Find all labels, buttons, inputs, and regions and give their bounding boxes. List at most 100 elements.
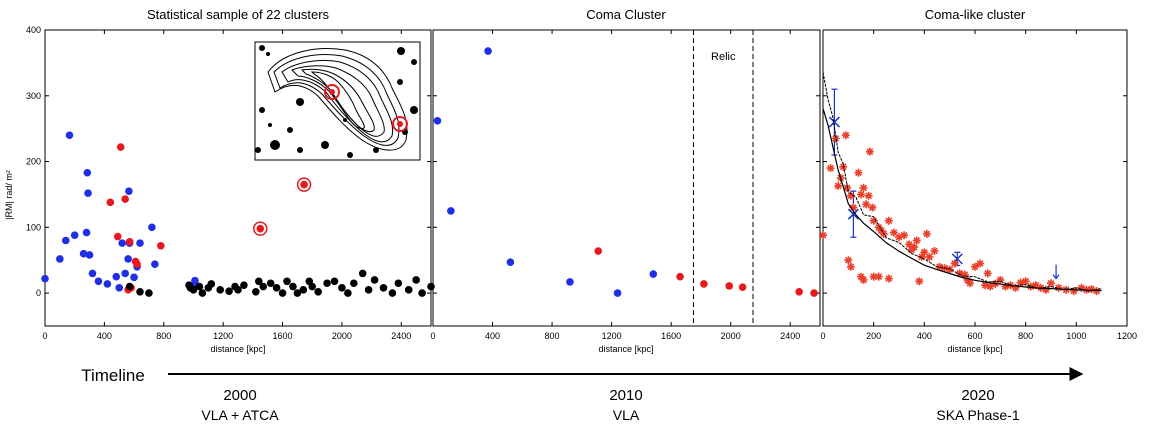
blue-point [79, 249, 88, 258]
x-tick-label: 0 [430, 331, 435, 341]
black-point [404, 286, 413, 294]
x-tick-label: 0 [820, 331, 825, 341]
red-star-point [841, 131, 850, 140]
red-star-point [945, 265, 954, 274]
red-point [125, 238, 134, 246]
black-point [350, 279, 358, 288]
black-point [195, 282, 204, 291]
panel-3-x-axis-label: distance [kpc] [947, 344, 1002, 354]
red-point [676, 272, 684, 281]
blue-point [103, 280, 112, 288]
blue-point [85, 251, 94, 259]
black-point [418, 289, 426, 297]
panel-1-title: Statistical sample of 22 clusters [147, 7, 330, 22]
y-tick-label: 400 [26, 25, 41, 35]
x-tick-label: 0 [42, 331, 47, 341]
blue-point [56, 255, 64, 263]
x-tick-label: 2000 [332, 331, 352, 341]
black-point [379, 284, 388, 292]
red-star-point [922, 229, 931, 238]
black-point [388, 289, 397, 297]
red-star-point [915, 277, 924, 286]
x-tick-label: 200 [866, 331, 881, 341]
relic-label: Relic [711, 51, 736, 63]
x-tick-label: 1600 [661, 331, 681, 341]
red-star-point [844, 256, 853, 265]
blue-point [130, 273, 138, 282]
inset-contour-map [254, 41, 421, 161]
red-star-point [889, 228, 898, 237]
black-point [338, 284, 346, 292]
blue-point [65, 131, 74, 140]
black-point [272, 284, 281, 292]
red-star-point [854, 168, 863, 177]
red-star-point [912, 236, 921, 245]
blue-point [566, 278, 574, 286]
blue-point [148, 223, 156, 232]
blue-point [88, 269, 97, 278]
upper-limit-arrow [1052, 264, 1060, 280]
red-star-point [900, 231, 909, 240]
blue-point [61, 236, 70, 245]
red-star-point [862, 200, 871, 209]
red-star-point [859, 183, 868, 192]
blue-point [115, 284, 124, 292]
red-star-point [843, 183, 852, 192]
blue-point [94, 277, 103, 286]
red-star-point [965, 279, 974, 288]
black-point [314, 287, 322, 296]
black-point [293, 289, 302, 297]
y-tick-label: 0 [36, 288, 41, 298]
red-star-point [950, 259, 959, 268]
black-point [427, 282, 435, 291]
black-point [259, 282, 268, 291]
black-point [344, 289, 352, 297]
blue-point [484, 47, 492, 55]
black-point [358, 269, 367, 278]
blue-point [433, 116, 442, 125]
blue-point [83, 168, 92, 177]
red-star-point [859, 275, 868, 284]
panel-1-x-axis-label: distance [kpc] [210, 344, 265, 354]
circled-red-point [253, 221, 268, 236]
black-point [216, 286, 224, 294]
black-point [323, 279, 331, 288]
red-point [113, 232, 122, 241]
x-tick-label: 400 [917, 331, 932, 341]
blue-point [41, 274, 49, 283]
red-point [594, 247, 603, 255]
era-instrument-2000: VLA + ATCA [201, 407, 279, 423]
blue-point [506, 258, 515, 266]
panel-3-title: Coma-like cluster [925, 7, 1026, 22]
red-point [106, 198, 115, 207]
era-instrument-2010: VLA [613, 407, 640, 423]
blue-point [447, 207, 455, 215]
red-star-point [865, 147, 874, 156]
panel-2-x-axis-label: distance [kpc] [598, 344, 653, 354]
red-point [810, 289, 818, 297]
black-point [207, 280, 216, 288]
black-point [308, 282, 317, 291]
red-point [700, 280, 708, 288]
errorbar-point [828, 88, 840, 156]
black-point [283, 277, 291, 286]
circled-red-point [296, 177, 312, 192]
timeline-label: Timeline [81, 366, 145, 385]
red-star-point [983, 269, 992, 278]
x-tick-label: 2400 [780, 331, 800, 341]
x-tick-label: 1200 [602, 331, 622, 341]
black-point [125, 282, 134, 291]
black-point [364, 286, 373, 294]
blue-point [84, 189, 92, 197]
black-point [289, 282, 297, 291]
red-star-point [1054, 283, 1063, 292]
red-point [725, 282, 734, 290]
black-point [136, 287, 144, 296]
red-star-point [1021, 277, 1030, 286]
x-tick-label: 2000 [721, 331, 741, 341]
model-curve [822, 72, 1102, 292]
blue-point [112, 272, 121, 281]
black-point [240, 281, 248, 290]
black-point [278, 289, 287, 297]
